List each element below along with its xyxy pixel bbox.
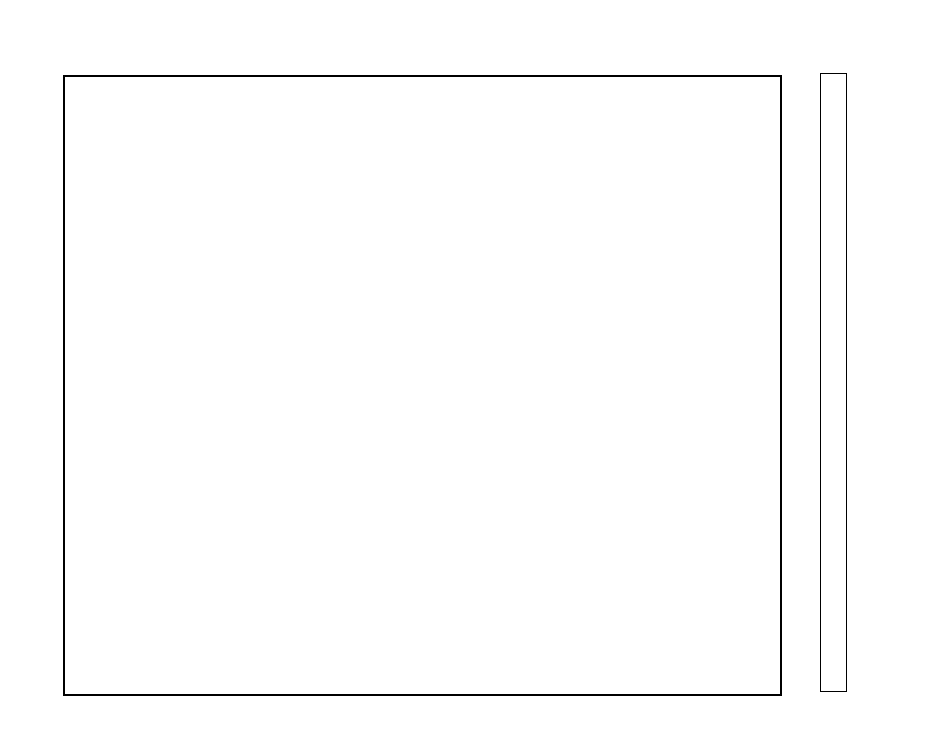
map-canvas (63, 75, 782, 696)
colorbar (820, 73, 847, 692)
map-plot (65, 77, 780, 694)
